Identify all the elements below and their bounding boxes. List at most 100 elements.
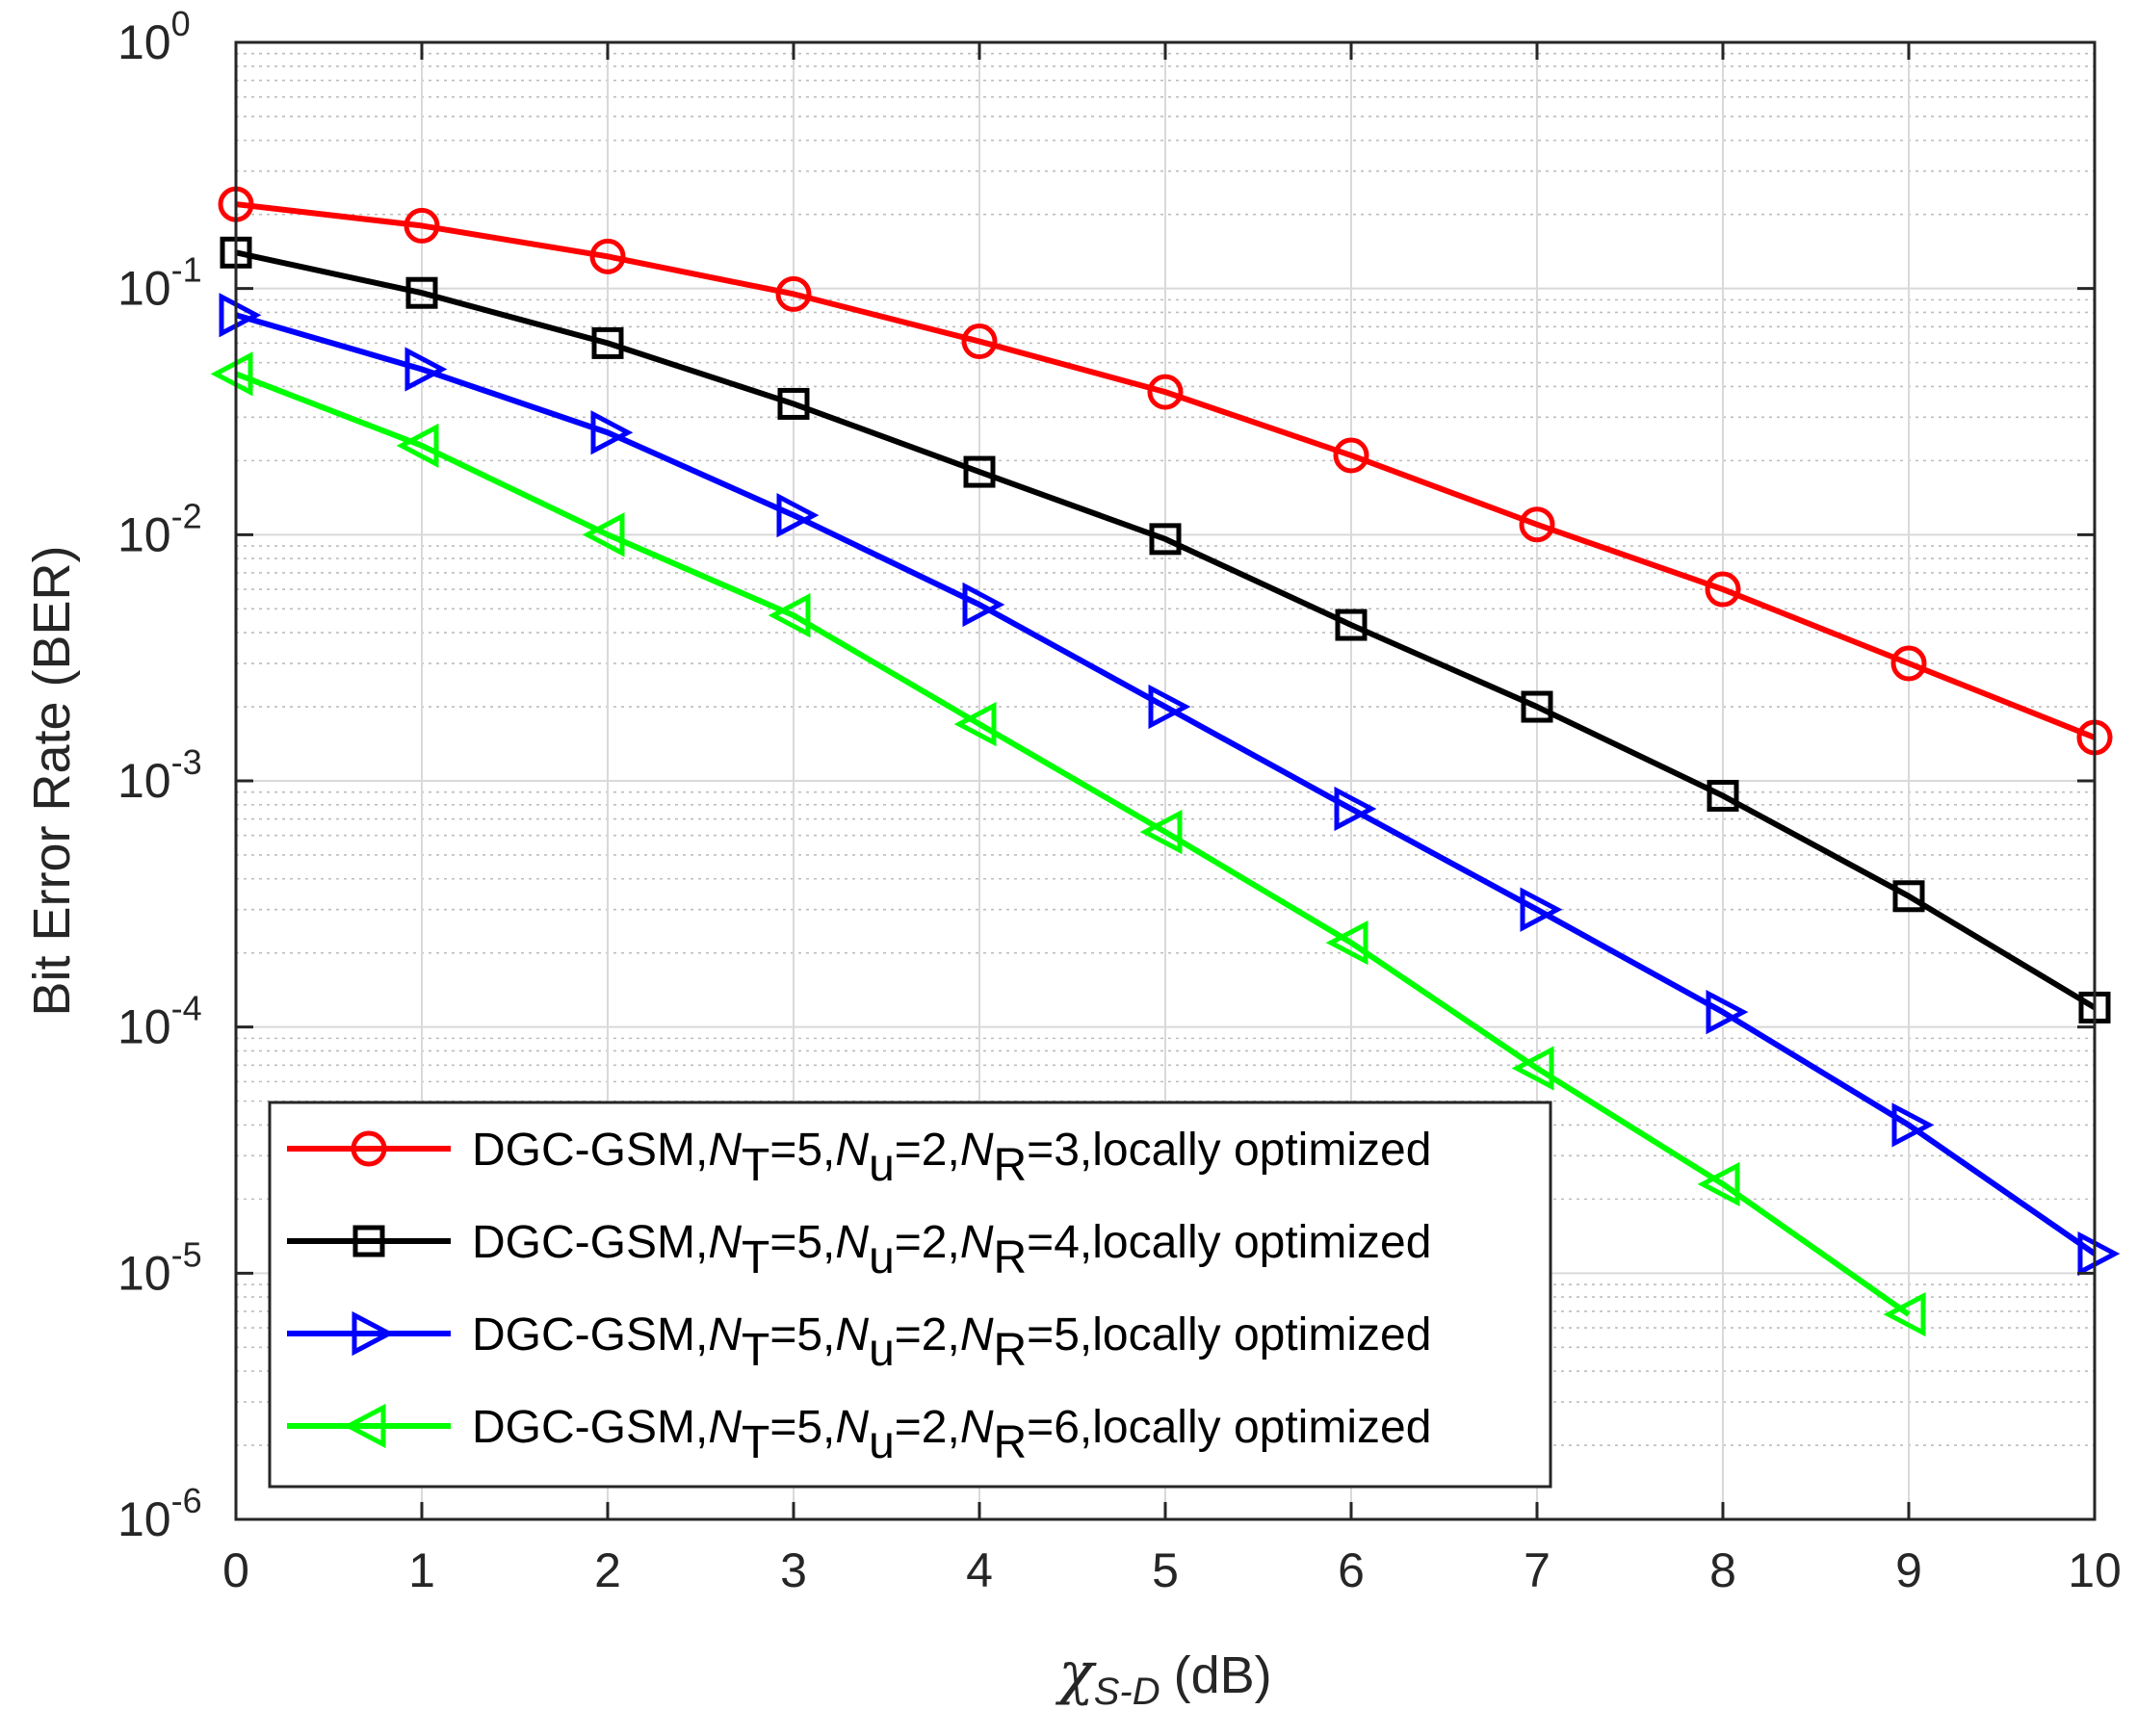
y-tick-base: 10 (117, 1246, 171, 1300)
data-point-marker (1707, 779, 1739, 812)
data-point-marker (961, 324, 998, 360)
y-tick-exponent: -3 (171, 742, 202, 782)
legend-label-part: N (960, 1309, 994, 1360)
data-point-marker (776, 492, 820, 538)
y-tick-exponent: -6 (171, 1481, 202, 1520)
legend-marker (352, 1225, 385, 1257)
data-point-marker (1148, 684, 1191, 730)
series-line (234, 371, 1911, 1317)
series-line (235, 201, 2097, 740)
legend-marker (343, 1403, 386, 1449)
series-3 (219, 293, 2121, 1277)
legend-label: DGC-GSM,NT=5,Nu=2,NR=6,locally optimized (472, 1402, 1431, 1468)
data-point-marker (219, 293, 262, 338)
data-point-marker (1705, 571, 1741, 608)
y-tick-base: 10 (117, 507, 171, 561)
legend-label-part: N (835, 1309, 869, 1360)
data-point-marker (775, 275, 812, 312)
x-tick-label: 4 (966, 1543, 993, 1597)
legend-entry-2: DGC-GSM,NT=5,Nu=2,NR=4,locally optimized (287, 1217, 1431, 1283)
y-tick-base: 10 (117, 1492, 171, 1546)
legend-label-part: T (742, 1232, 769, 1283)
legend-label-part: =2, (895, 1402, 960, 1453)
data-point-marker (1147, 374, 1184, 410)
y-tick-exponent: -1 (171, 250, 202, 290)
data-point-marker (1706, 990, 1749, 1035)
legend-entry-1: DGC-GSM,NT=5,Nu=2,NR=3,locally optimized (287, 1125, 1431, 1191)
data-point-marker (1883, 1292, 1926, 1337)
legend-label-part: N (708, 1125, 742, 1176)
x-axis-label-unit: (dB) (1174, 1646, 1272, 1704)
y-tick-base: 10 (117, 262, 171, 316)
x-axis-label-subscript: S-D (1094, 1671, 1160, 1713)
data-point-marker (210, 351, 253, 397)
x-tick-label: 5 (1152, 1543, 1179, 1597)
legend-label-part: N (708, 1402, 742, 1453)
legend-label-part: R (994, 1417, 1028, 1468)
legend-label-part: N (835, 1402, 869, 1453)
data-point-marker (1335, 609, 1368, 641)
data-point-marker (1892, 880, 1925, 913)
legend-label-part: u (869, 1232, 895, 1283)
legend-label-part: DGC-GSM, (472, 1309, 708, 1360)
data-point-marker (1139, 809, 1183, 855)
data-point-marker (768, 593, 811, 638)
x-tick-label: 7 (1524, 1543, 1551, 1597)
legend-label-part: T (742, 1140, 769, 1191)
data-point-marker (590, 410, 634, 455)
legend-label-part: R (994, 1325, 1028, 1376)
data-point-marker (591, 326, 624, 359)
y-tick-label: 10-4 (117, 989, 202, 1054)
series-2 (220, 236, 2111, 1023)
series-4 (210, 351, 1926, 1337)
series-group (210, 186, 2121, 1337)
legend-label-part: =2, (895, 1125, 960, 1176)
data-point-marker (777, 387, 810, 420)
legend-label: DGC-GSM,NT=5,Nu=2,NR=3,locally optimized (472, 1125, 1431, 1191)
legend-label-part: R (994, 1140, 1028, 1191)
legend-label-part: R (994, 1232, 1028, 1283)
legend-entry-4: DGC-GSM,NT=5,Nu=2,NR=6,locally optimized (287, 1402, 1431, 1468)
legend-label-part: DGC-GSM, (472, 1402, 708, 1453)
data-point-marker (404, 207, 440, 244)
legend-label-part: =3,locally optimized (1027, 1125, 1431, 1176)
data-point-marker (1519, 506, 1555, 543)
x-axis-label-symbol: χ (1055, 1640, 1097, 1707)
data-point-marker (963, 455, 996, 488)
data-point-marker (589, 238, 626, 274)
legend-label-part: =5, (769, 1217, 835, 1268)
legend-label-part: =2, (895, 1217, 960, 1268)
y-axis-label: Bit Error Rate (BER) (23, 545, 81, 1016)
y-tick-exponent: 0 (171, 4, 191, 43)
y-tick-base: 10 (117, 1000, 171, 1054)
x-tick-label: 10 (2068, 1543, 2122, 1597)
x-tick-label: 3 (780, 1543, 807, 1597)
data-point-marker (1520, 887, 1563, 932)
data-point-marker (1334, 786, 1377, 832)
data-point-marker (953, 701, 997, 747)
y-tick-label: 100 (117, 4, 191, 69)
x-tick-label: 6 (1338, 1543, 1365, 1597)
series-1 (218, 186, 2113, 756)
legend-label: DGC-GSM,NT=5,Nu=2,NR=4,locally optimized (472, 1217, 1431, 1283)
y-tick-base: 10 (117, 15, 171, 69)
legend-label-part: N (708, 1217, 742, 1268)
data-point-marker (962, 582, 1005, 628)
data-point-marker (396, 423, 439, 468)
legend-entry-3: DGC-GSM,NT=5,Nu=2,NR=5,locally optimized (287, 1309, 1431, 1376)
x-axis-label: χS-D (dB) (1055, 1640, 1271, 1713)
data-point-marker (1325, 920, 1368, 966)
legend-label-part: T (742, 1417, 769, 1468)
legend-label-part: N (960, 1125, 994, 1176)
legend-label-part: =5,locally optimized (1027, 1309, 1431, 1360)
legend-label-part: =2, (895, 1309, 960, 1360)
y-tick-label: 10-5 (117, 1234, 202, 1300)
data-point-marker (1890, 645, 1927, 682)
y-tick-exponent: -4 (171, 989, 202, 1028)
data-point-marker (405, 276, 438, 309)
x-tick-label: 0 (222, 1543, 249, 1597)
legend-label-part: DGC-GSM, (472, 1125, 708, 1176)
